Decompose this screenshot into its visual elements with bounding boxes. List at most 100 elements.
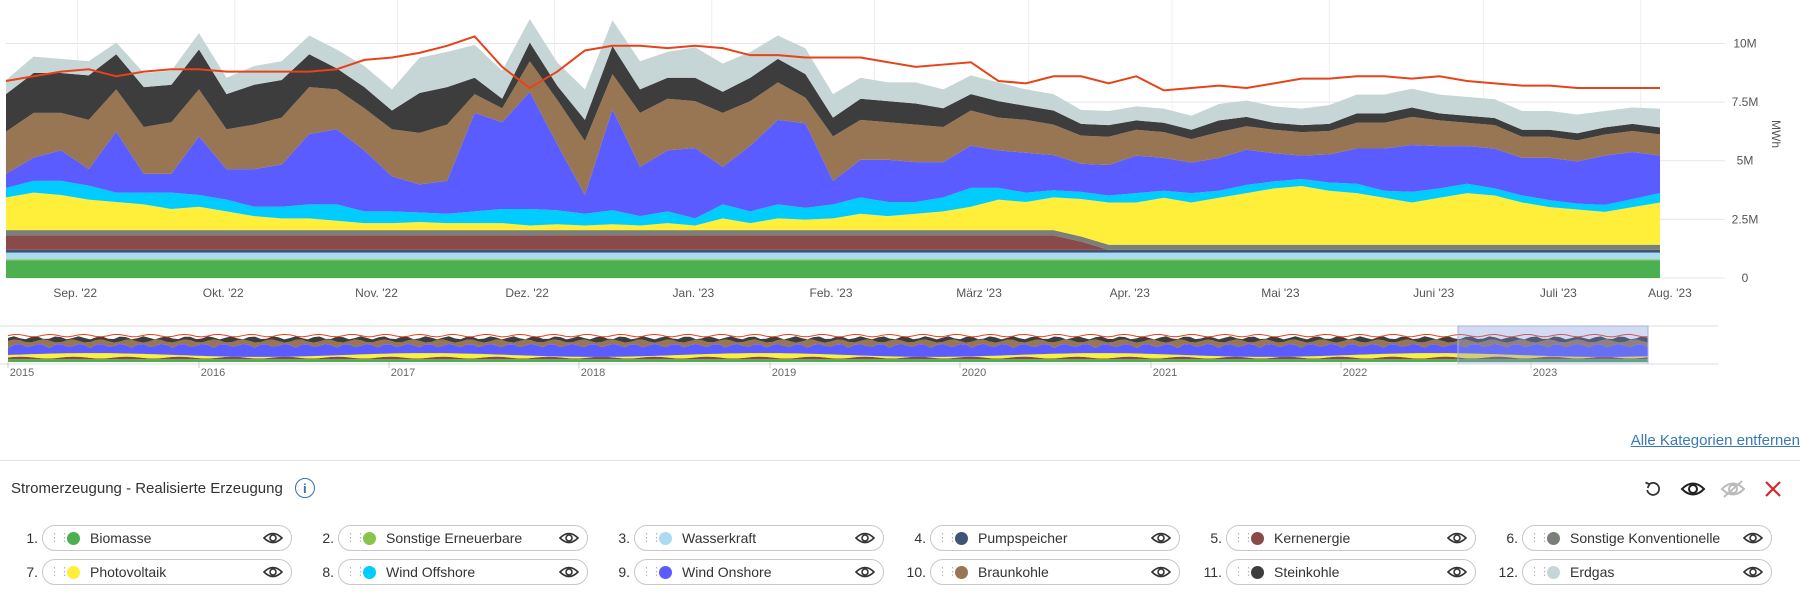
legend-item[interactable]: 9. ⋮⋮ Wind Onshore (606, 559, 902, 585)
navigator-line (7, 333, 1649, 338)
legend-index: 8. (322, 564, 334, 580)
legend-item[interactable]: 12. ⋮⋮ Erdgas (1494, 559, 1790, 585)
legend-color-dot (955, 531, 968, 545)
legend-pill[interactable]: ⋮⋮ Pumpspeicher (930, 525, 1180, 551)
eye-icon[interactable] (1743, 565, 1763, 579)
eye-icon[interactable] (559, 565, 579, 579)
panel-title-text: Stromerzeugung - Realisierte Erzeugung (11, 479, 283, 497)
legend-label: Braunkohle (978, 564, 1049, 580)
eye-icon[interactable] (855, 565, 875, 579)
drag-handle-icon[interactable]: ⋮⋮ (1233, 566, 1254, 578)
x-tick-label: Jan. '23 (673, 286, 715, 300)
legend-item[interactable]: 5. ⋮⋮ Kernenergie (1198, 525, 1494, 551)
eye-icon[interactable] (1151, 565, 1171, 579)
area-erdgas (6, 19, 1660, 134)
x-tick-label: Juni '23 (1413, 286, 1454, 300)
legend-pill[interactable]: ⋮⋮ Braunkohle (930, 559, 1180, 585)
eye-icon[interactable] (1447, 565, 1467, 579)
eye-icon[interactable] (559, 531, 579, 545)
x-tick-label: Mai '23 (1261, 286, 1300, 300)
generation-chart[interactable]: 0 2.5M 5M 7.5M 10M Sep. '22 Okt. '22 Nov. '22 D… (0, 0, 1800, 380)
x-tick-label: Feb. '23 (810, 286, 853, 300)
drag-handle-icon[interactable]: ⋮⋮ (937, 566, 958, 578)
legend-item[interactable]: 11. ⋮⋮ Steinkohle (1198, 559, 1494, 585)
eye-icon[interactable] (263, 531, 283, 545)
navigator-selection[interactable] (1457, 325, 1649, 365)
panel-title: Stromerzeugung - Realisierte Erzeugung i (11, 478, 315, 498)
legend-item[interactable]: 8. ⋮⋮ Wind Offshore (310, 559, 606, 585)
y-axis: 0 2.5M 5M 7.5M 10M (1732, 36, 1759, 285)
drag-handle-icon[interactable]: ⋮⋮ (49, 566, 70, 578)
eye-icon[interactable] (855, 531, 875, 545)
legend-pill[interactable]: ⋮⋮ Kernenergie (1226, 525, 1476, 551)
navigator-band (8, 353, 1648, 359)
legend-label: Photovoltaik (90, 564, 167, 580)
legend-pill[interactable]: ⋮⋮ Photovoltaik (42, 559, 292, 585)
legend-index: 4. (914, 530, 926, 546)
drag-handle-icon[interactable]: ⋮⋮ (1233, 532, 1254, 544)
legend-pill[interactable]: ⋮⋮ Wind Onshore (634, 559, 884, 585)
drag-handle-icon[interactable]: ⋮⋮ (937, 532, 958, 544)
area-wind-offshore (6, 179, 1660, 226)
reset-icon[interactable] (1640, 476, 1666, 502)
line-series-group (5, 35, 1660, 92)
legend-color-dot (67, 565, 80, 579)
legend-index: 12. (1498, 564, 1518, 580)
legend-item[interactable]: 7. ⋮⋮ Photovoltaik (14, 559, 310, 585)
navigator-year-label: 2018 (581, 367, 605, 379)
legend-label: Erdgas (1570, 564, 1615, 580)
eye-icon[interactable] (263, 565, 283, 579)
legend-pill[interactable]: ⋮⋮ Biomasse (42, 525, 292, 551)
legend-color-dot (659, 565, 672, 579)
remove-all-categories-link[interactable]: Alle Kategorien entfernen (1630, 432, 1800, 449)
eye-icon[interactable] (1447, 531, 1467, 545)
legend-item[interactable]: 10. ⋮⋮ Braunkohle (902, 559, 1198, 585)
area-pumpspeicher (6, 249, 1660, 253)
drag-handle-icon[interactable]: ⋮⋮ (1529, 566, 1550, 578)
legend-item[interactable]: 6. ⋮⋮ Sonstige Konventionelle (1494, 525, 1790, 551)
x-axis: Sep. '22 Okt. '22 Nov. '22 Dez. '22 Jan. '23… (53, 286, 1692, 300)
legend-label: Kernenergie (1274, 530, 1351, 546)
legend-pill[interactable]: ⋮⋮ Sonstige Erneuerbare (338, 525, 588, 551)
x-tick-label: Dez. '22 (505, 286, 549, 300)
show-all-icon[interactable] (1680, 476, 1706, 502)
close-icon[interactable] (1760, 476, 1786, 502)
drag-handle-icon[interactable]: ⋮⋮ (641, 566, 662, 578)
panel-actions (1640, 476, 1786, 502)
legend-index: 11. (1203, 564, 1222, 580)
drag-handle-icon[interactable]: ⋮⋮ (641, 532, 662, 544)
legend-color-dot (67, 531, 80, 545)
drag-handle-icon[interactable]: ⋮⋮ (1529, 532, 1550, 544)
area-braunkohle (6, 61, 1660, 195)
legend-pill[interactable]: ⋮⋮ Wind Offshore (338, 559, 588, 585)
y-axis-label: MWh (1769, 120, 1783, 148)
area-kernenergie (6, 235, 1660, 250)
legend-pill[interactable]: ⋮⋮ Steinkohle (1226, 559, 1476, 585)
legend-item[interactable]: 1. ⋮⋮ Biomasse (14, 525, 310, 551)
chart-area[interactable]: 0 2.5M 5M 7.5M 10M Sep. '22 Okt. '22 Nov. '22 D… (0, 0, 1800, 380)
navigator-band (8, 339, 1648, 348)
area-sonstige-erneuerbare (6, 259, 1660, 261)
legend-item[interactable]: 3. ⋮⋮ Wasserkraft (606, 525, 902, 551)
legend-label: Steinkohle (1274, 564, 1340, 580)
area-steinkohle (6, 42, 1660, 142)
legend-item[interactable]: 4. ⋮⋮ Pumpspeicher (902, 525, 1198, 551)
drag-handle-icon[interactable]: ⋮⋮ (345, 566, 366, 578)
eye-icon[interactable] (1151, 531, 1171, 545)
legend-pill[interactable]: ⋮⋮ Sonstige Konventionelle (1522, 525, 1772, 551)
eye-icon[interactable] (1743, 531, 1763, 545)
legend-pill[interactable]: ⋮⋮ Wasserkraft (634, 525, 884, 551)
legend-index: 5. (1210, 530, 1222, 546)
area-sonstige-konventionelle (6, 230, 1660, 250)
legend-index: 3. (618, 530, 630, 546)
hide-all-icon[interactable] (1720, 476, 1746, 502)
navigator-year-label: 2022 (1343, 367, 1367, 379)
navigator-band (8, 359, 1648, 362)
legend: 1. ⋮⋮ Biomasse 2. ⋮⋮ Sonstige Erneuerbare 3. ⋮⋮… (14, 525, 1794, 585)
info-icon[interactable]: i (294, 478, 315, 498)
legend-item[interactable]: 2. ⋮⋮ Sonstige Erneuerbare (310, 525, 606, 551)
drag-handle-icon[interactable]: ⋮⋮ (49, 532, 70, 544)
navigator[interactable]: 2015 2016 2017 2018 2019 2020 2021 2022 2023 (0, 325, 1718, 379)
drag-handle-icon[interactable]: ⋮⋮ (345, 532, 366, 544)
legend-pill[interactable]: ⋮⋮ Erdgas (1522, 559, 1772, 585)
